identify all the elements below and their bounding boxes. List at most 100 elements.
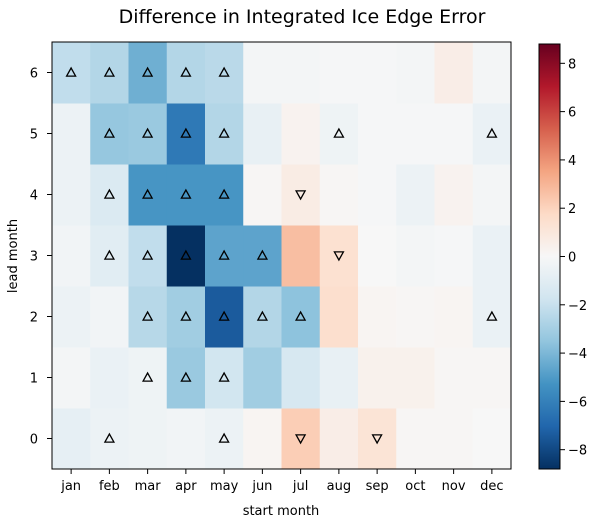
heatmap-cell: [434, 347, 474, 409]
heatmap-cell: [243, 347, 282, 409]
triangle-up-marker: [218, 188, 230, 199]
x-tick-label: dec: [480, 479, 503, 494]
x-tick-label: aug: [327, 479, 351, 494]
heatmap-cell: [52, 164, 91, 226]
heatmap-cell: [281, 103, 321, 165]
triangle-up-marker: [218, 371, 230, 382]
heatmap-cell: [205, 347, 244, 409]
heatmap-cell: [434, 164, 474, 226]
triangle-up-marker: [256, 310, 269, 321]
heatmap-cell: [243, 42, 282, 104]
heatmap-cell: [281, 286, 321, 348]
y-axis-label: lead month: [6, 219, 21, 293]
heatmap-cell: [281, 347, 321, 409]
triangle-down-marker: [371, 434, 383, 445]
heatmap-cell: [434, 103, 474, 165]
heatmap-cell: [434, 408, 474, 470]
heatmap-cell: [434, 42, 474, 104]
x-axis-ticks: jan feb mar apr may jun jul aug sep oct nov dec: [60, 469, 504, 494]
heatmap-cell: [90, 103, 129, 165]
heatmap-cell: [90, 42, 129, 104]
colorbar-tick-label: 6: [568, 106, 576, 121]
colorbar-tick-label: 2: [568, 202, 576, 217]
significance-markers: [65, 66, 498, 445]
heatmap-cell: [90, 408, 129, 470]
y-tick-label: 3: [30, 250, 38, 265]
y-tick-label: 6: [30, 67, 38, 82]
heatmap-cell: [128, 408, 168, 470]
triangle-up-marker: [333, 127, 345, 138]
triangle-up-marker: [141, 188, 154, 199]
triangle-up-marker: [141, 249, 154, 260]
heatmap-cell: [90, 286, 129, 348]
heatmap-cell: [90, 347, 129, 409]
heatmap-cell: [358, 347, 397, 409]
colorbar: [538, 43, 561, 470]
heatmap-cell: [358, 225, 397, 287]
triangle-up-marker: [103, 432, 116, 443]
triangle-up-marker: [103, 249, 116, 260]
triangle-up-marker: [103, 188, 116, 199]
heatmap-cell: [128, 164, 168, 226]
heatmap-cell: [319, 225, 359, 287]
triangle-down-marker: [333, 251, 345, 262]
heatmap-cell: [166, 225, 206, 287]
heatmap-cell: [52, 408, 91, 470]
heatmap-cell: [281, 164, 321, 226]
colorbar-tick-label: 4: [568, 154, 576, 169]
heatmap-cell: [396, 286, 435, 348]
triangle-down-marker: [294, 434, 307, 445]
triangle-up-marker: [103, 66, 116, 77]
y-tick-label: 2: [30, 311, 38, 326]
triangle-up-marker: [141, 310, 154, 321]
triangle-up-marker: [180, 371, 192, 382]
x-tick-label: jun: [251, 479, 272, 494]
heatmap-cell: [52, 225, 91, 287]
x-tick-label: sep: [366, 479, 389, 494]
heatmap-cell: [166, 286, 206, 348]
heatmap-cell: [128, 347, 168, 409]
heatmap-cell: [205, 103, 244, 165]
triangle-up-marker: [218, 310, 230, 321]
heatmap-cell: [281, 42, 321, 104]
colorbar-ticks: −8 −6 −4 −2 0 2 4 6 8: [560, 57, 587, 459]
x-tick-label: feb: [99, 479, 120, 494]
triangle-up-marker: [218, 66, 230, 77]
heatmap-cell: [243, 408, 282, 470]
heatmap-cell: [358, 164, 397, 226]
heatmap-cell: [281, 225, 321, 287]
x-tick-label: nov: [442, 479, 466, 494]
heatmap-cell: [243, 286, 282, 348]
triangle-up-marker: [141, 127, 154, 138]
heatmap-cell: [128, 103, 168, 165]
heatmap-cell: [319, 347, 359, 409]
x-tick-label: may: [210, 479, 239, 494]
x-tick-label: oct: [405, 479, 425, 494]
heatmap-cells: [52, 42, 512, 470]
x-tick-label: apr: [175, 479, 197, 494]
x-tick-label: jul: [292, 479, 308, 494]
triangle-up-marker: [141, 371, 154, 382]
heatmap-cell: [472, 103, 512, 165]
heatmap-cell: [472, 42, 512, 104]
colorbar-tick-label: 0: [568, 251, 576, 266]
heatmap-cell: [205, 408, 244, 470]
triangle-up-marker: [218, 432, 230, 443]
heatmap-cell: [52, 286, 91, 348]
heatmap-cell: [319, 164, 359, 226]
y-tick-label: 5: [30, 128, 38, 143]
heatmap-cell: [205, 164, 244, 226]
triangle-up-marker: [141, 66, 154, 77]
triangle-up-marker: [218, 127, 230, 138]
heatmap-cell: [319, 286, 359, 348]
heatmap-cell: [434, 225, 474, 287]
heatmap-cell: [166, 42, 206, 104]
heatmap-cell: [358, 103, 397, 165]
triangle-up-marker: [256, 249, 269, 260]
heatmap-cell: [319, 42, 359, 104]
heatmap-cell: [358, 286, 397, 348]
triangle-up-marker: [180, 310, 192, 321]
heatmap-cell: [319, 408, 359, 470]
heatmap-cell: [166, 408, 206, 470]
heatmap-cell: [166, 164, 206, 226]
